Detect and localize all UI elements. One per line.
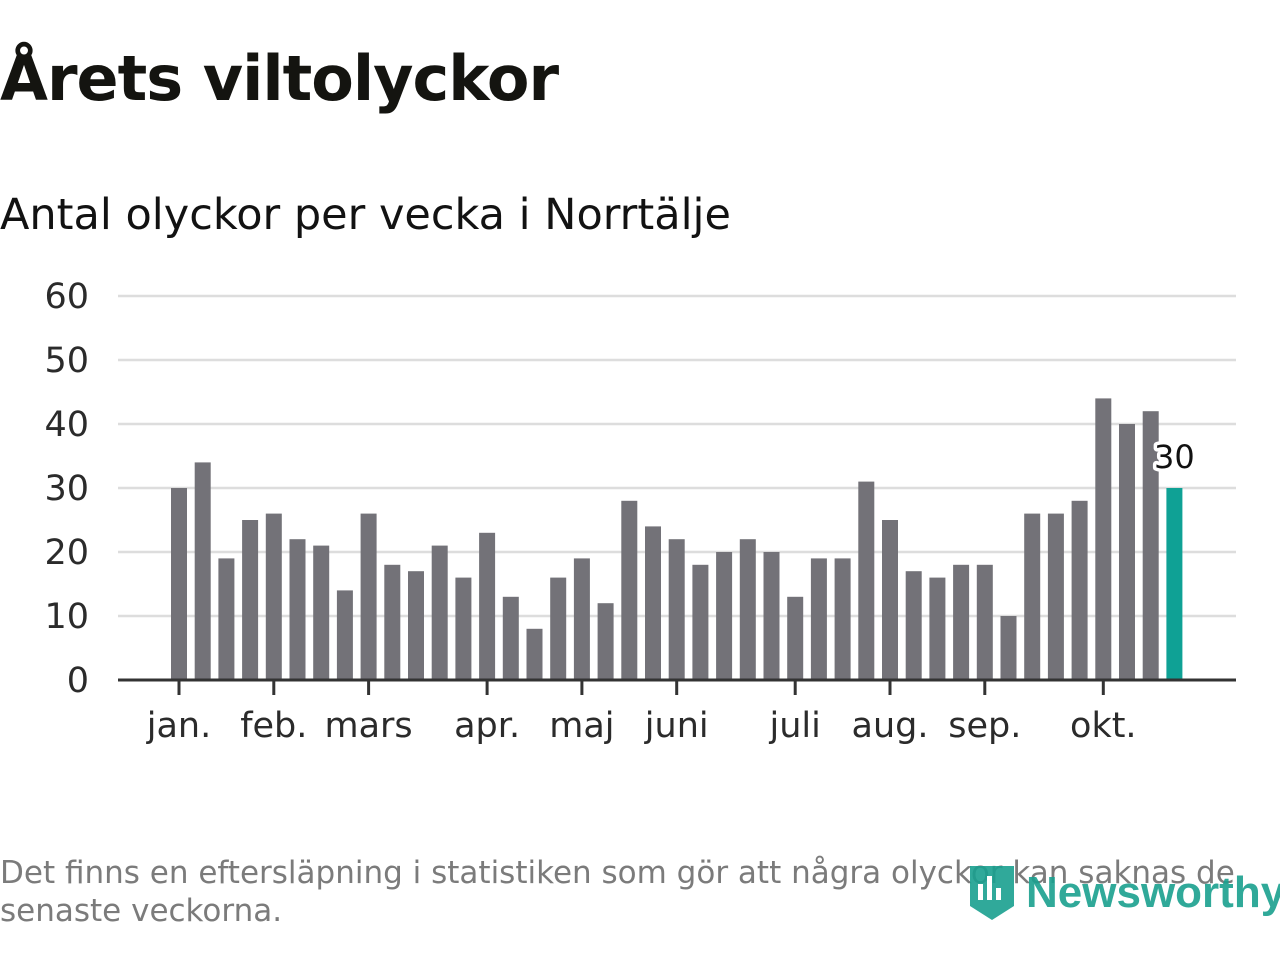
bar (882, 520, 898, 680)
bar (431, 545, 448, 680)
bar (455, 577, 472, 680)
y-tick-label: 60 (44, 277, 89, 317)
y-tick-label: 10 (44, 597, 89, 637)
x-tick-label: maj (549, 706, 614, 746)
x-tick-label: mars (325, 706, 413, 746)
newsworthy-logo-text: Newsworthy (1026, 868, 1280, 917)
bar (526, 628, 543, 680)
bar (976, 564, 993, 680)
bar (313, 545, 330, 680)
chart-title: Årets viltolyckor (0, 42, 559, 115)
bar (265, 513, 282, 680)
bar (1071, 500, 1088, 680)
x-tick-label: aug. (852, 706, 929, 746)
bar (408, 571, 424, 680)
value-labels: 30 (1151, 435, 1199, 480)
bar (1119, 424, 1135, 680)
bar (218, 558, 235, 680)
bar (597, 603, 614, 680)
y-tick-label: 40 (44, 405, 89, 445)
bar (953, 564, 970, 680)
x-tick-label: apr. (454, 706, 520, 746)
y-tick-label: 30 (44, 469, 89, 509)
bar (668, 539, 685, 680)
chart-subtitle: Antal olyckor per vecka i Norrtälje (0, 190, 731, 240)
y-tick-label: 20 (44, 533, 89, 573)
y-axis-labels: 0 10 20 30 40 50 60 (44, 277, 89, 701)
bars (171, 398, 1183, 680)
bar (479, 532, 496, 680)
bar (834, 558, 851, 680)
x-tick-label: sep. (948, 706, 1021, 746)
bar (1024, 513, 1041, 680)
last-value-label: 30 (1154, 438, 1195, 476)
x-tick-label: okt. (1070, 706, 1137, 746)
bar (1142, 411, 1159, 680)
newsworthy-logo-icon (970, 866, 1014, 920)
bar (550, 577, 567, 680)
bar (1000, 616, 1017, 680)
bar (810, 558, 827, 680)
x-tick-label: feb. (240, 706, 307, 746)
x-axis: jan. feb. mars apr. maj juni juli aug. sep. okt. (118, 678, 1236, 746)
bar (929, 577, 946, 680)
x-tick-label: juni (644, 706, 709, 746)
bar (573, 558, 590, 680)
bar (1095, 398, 1112, 680)
bar (621, 500, 638, 680)
bar (763, 552, 780, 680)
bar (384, 564, 401, 680)
x-tick-label: juli (769, 706, 821, 746)
bar (289, 539, 306, 680)
footnote: Det finns en eftersläpning i statistiken… (0, 855, 1235, 929)
bar (645, 526, 661, 680)
bar (502, 596, 519, 680)
bar (171, 488, 187, 680)
y-tick-label: 0 (67, 661, 89, 701)
bar (242, 520, 259, 680)
bar (336, 590, 353, 680)
bar-highlight (1166, 488, 1183, 680)
newsworthy-logo: Newsworthy (966, 862, 1280, 924)
x-tick-label: jan. (146, 706, 211, 746)
bar (1047, 513, 1064, 680)
bar-chart: 0 10 20 30 40 50 60 jan. feb. mars apr. maj juni jul… (44, 277, 1236, 746)
bar (739, 539, 756, 680)
bar (787, 596, 804, 680)
bar (360, 513, 377, 680)
y-tick-label: 50 (44, 341, 89, 381)
bar (858, 481, 875, 680)
bar (905, 571, 922, 680)
bar (194, 462, 211, 680)
bar (716, 552, 733, 680)
bar (692, 564, 709, 680)
